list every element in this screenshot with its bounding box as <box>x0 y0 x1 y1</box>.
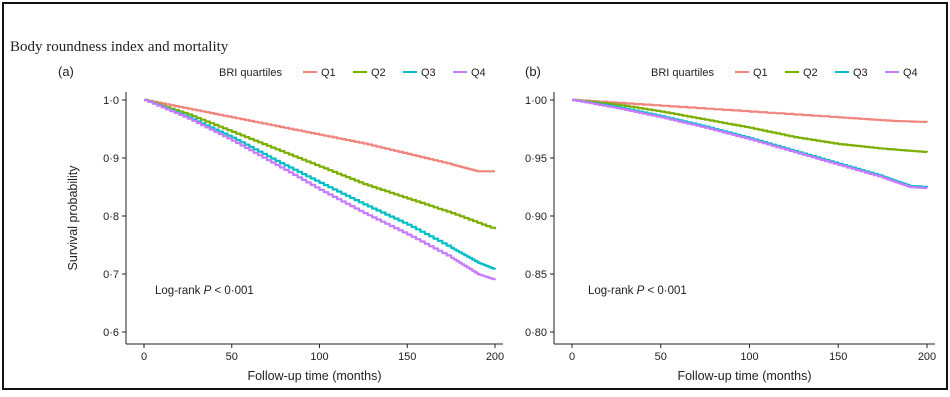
log-rank-annotation: Log-rank P < 0·001 <box>155 285 254 297</box>
x-tick-label: 100 <box>740 351 758 363</box>
series-line-q2 <box>144 98 497 230</box>
legend-label-q3: Q3 <box>853 67 868 79</box>
y-tick-label: 0·9 <box>103 153 119 165</box>
x-tick-label: 100 <box>310 351 328 363</box>
x-tick-label: 50 <box>655 351 667 363</box>
legend-label-q1: Q1 <box>753 67 768 79</box>
legend-title: BRI quartiles <box>651 67 714 79</box>
legend-label-q1: Q1 <box>321 67 336 79</box>
x-axis-title: Follow-up time (months) <box>247 369 381 383</box>
y-tick-label: 0·80 <box>525 327 547 339</box>
series-line-q4 <box>572 98 929 190</box>
x-axis-title: Follow-up time (months) <box>677 369 811 383</box>
series-line-q1 <box>572 98 929 124</box>
y-tick-label: 0·6 <box>103 327 119 339</box>
y-tick-label: 0·95 <box>525 153 547 165</box>
panel-label: (b) <box>525 64 541 79</box>
legend-title: BRI quartiles <box>219 67 282 79</box>
panel-b: (b) BRI quartiles Q1 Q2 Q3 Q4 0·80 0·85 0·90 0·95… <box>525 64 936 383</box>
x-tick-label: 0 <box>569 351 575 363</box>
figure-frame <box>2 2 948 390</box>
series-line-q4 <box>144 98 497 281</box>
series-line-q2 <box>572 98 929 153</box>
y-tick-label: 0·7 <box>103 269 119 281</box>
x-tick-label: 150 <box>398 351 416 363</box>
y-tick-label: 0·8 <box>103 211 119 223</box>
y-axis-title: Survival probability <box>66 165 80 271</box>
y-tick-label: 0·90 <box>525 211 547 223</box>
panel-label: (a) <box>58 64 74 79</box>
x-tick-label: 150 <box>829 351 847 363</box>
x-tick-label: 200 <box>486 351 504 363</box>
x-tick-label: 200 <box>918 351 936 363</box>
series-line-q3 <box>144 98 497 270</box>
y-tick-label: 0·85 <box>525 269 547 281</box>
legend-label-q3: Q3 <box>421 67 436 79</box>
y-tick-label: 1·0 <box>103 95 119 107</box>
y-tick-label: 1·00 <box>525 95 547 107</box>
log-rank-annotation: Log-rank P < 0·001 <box>588 285 687 297</box>
legend-label-q2: Q2 <box>371 67 386 79</box>
legend-label-q4: Q4 <box>903 67 918 79</box>
series-line-q1 <box>144 98 495 173</box>
legend-label-q4: Q4 <box>471 67 486 79</box>
legend-label-q2: Q2 <box>803 67 818 79</box>
x-tick-label: 50 <box>226 351 238 363</box>
panel-a: (a) BRI quartiles Q1 Q2 Q3 Q4 0·6 0·7 0·8 0·9 1·0 0… <box>58 64 504 383</box>
figure-title: Body roundness index and mortality <box>10 39 229 55</box>
x-tick-label: 0 <box>141 351 147 363</box>
